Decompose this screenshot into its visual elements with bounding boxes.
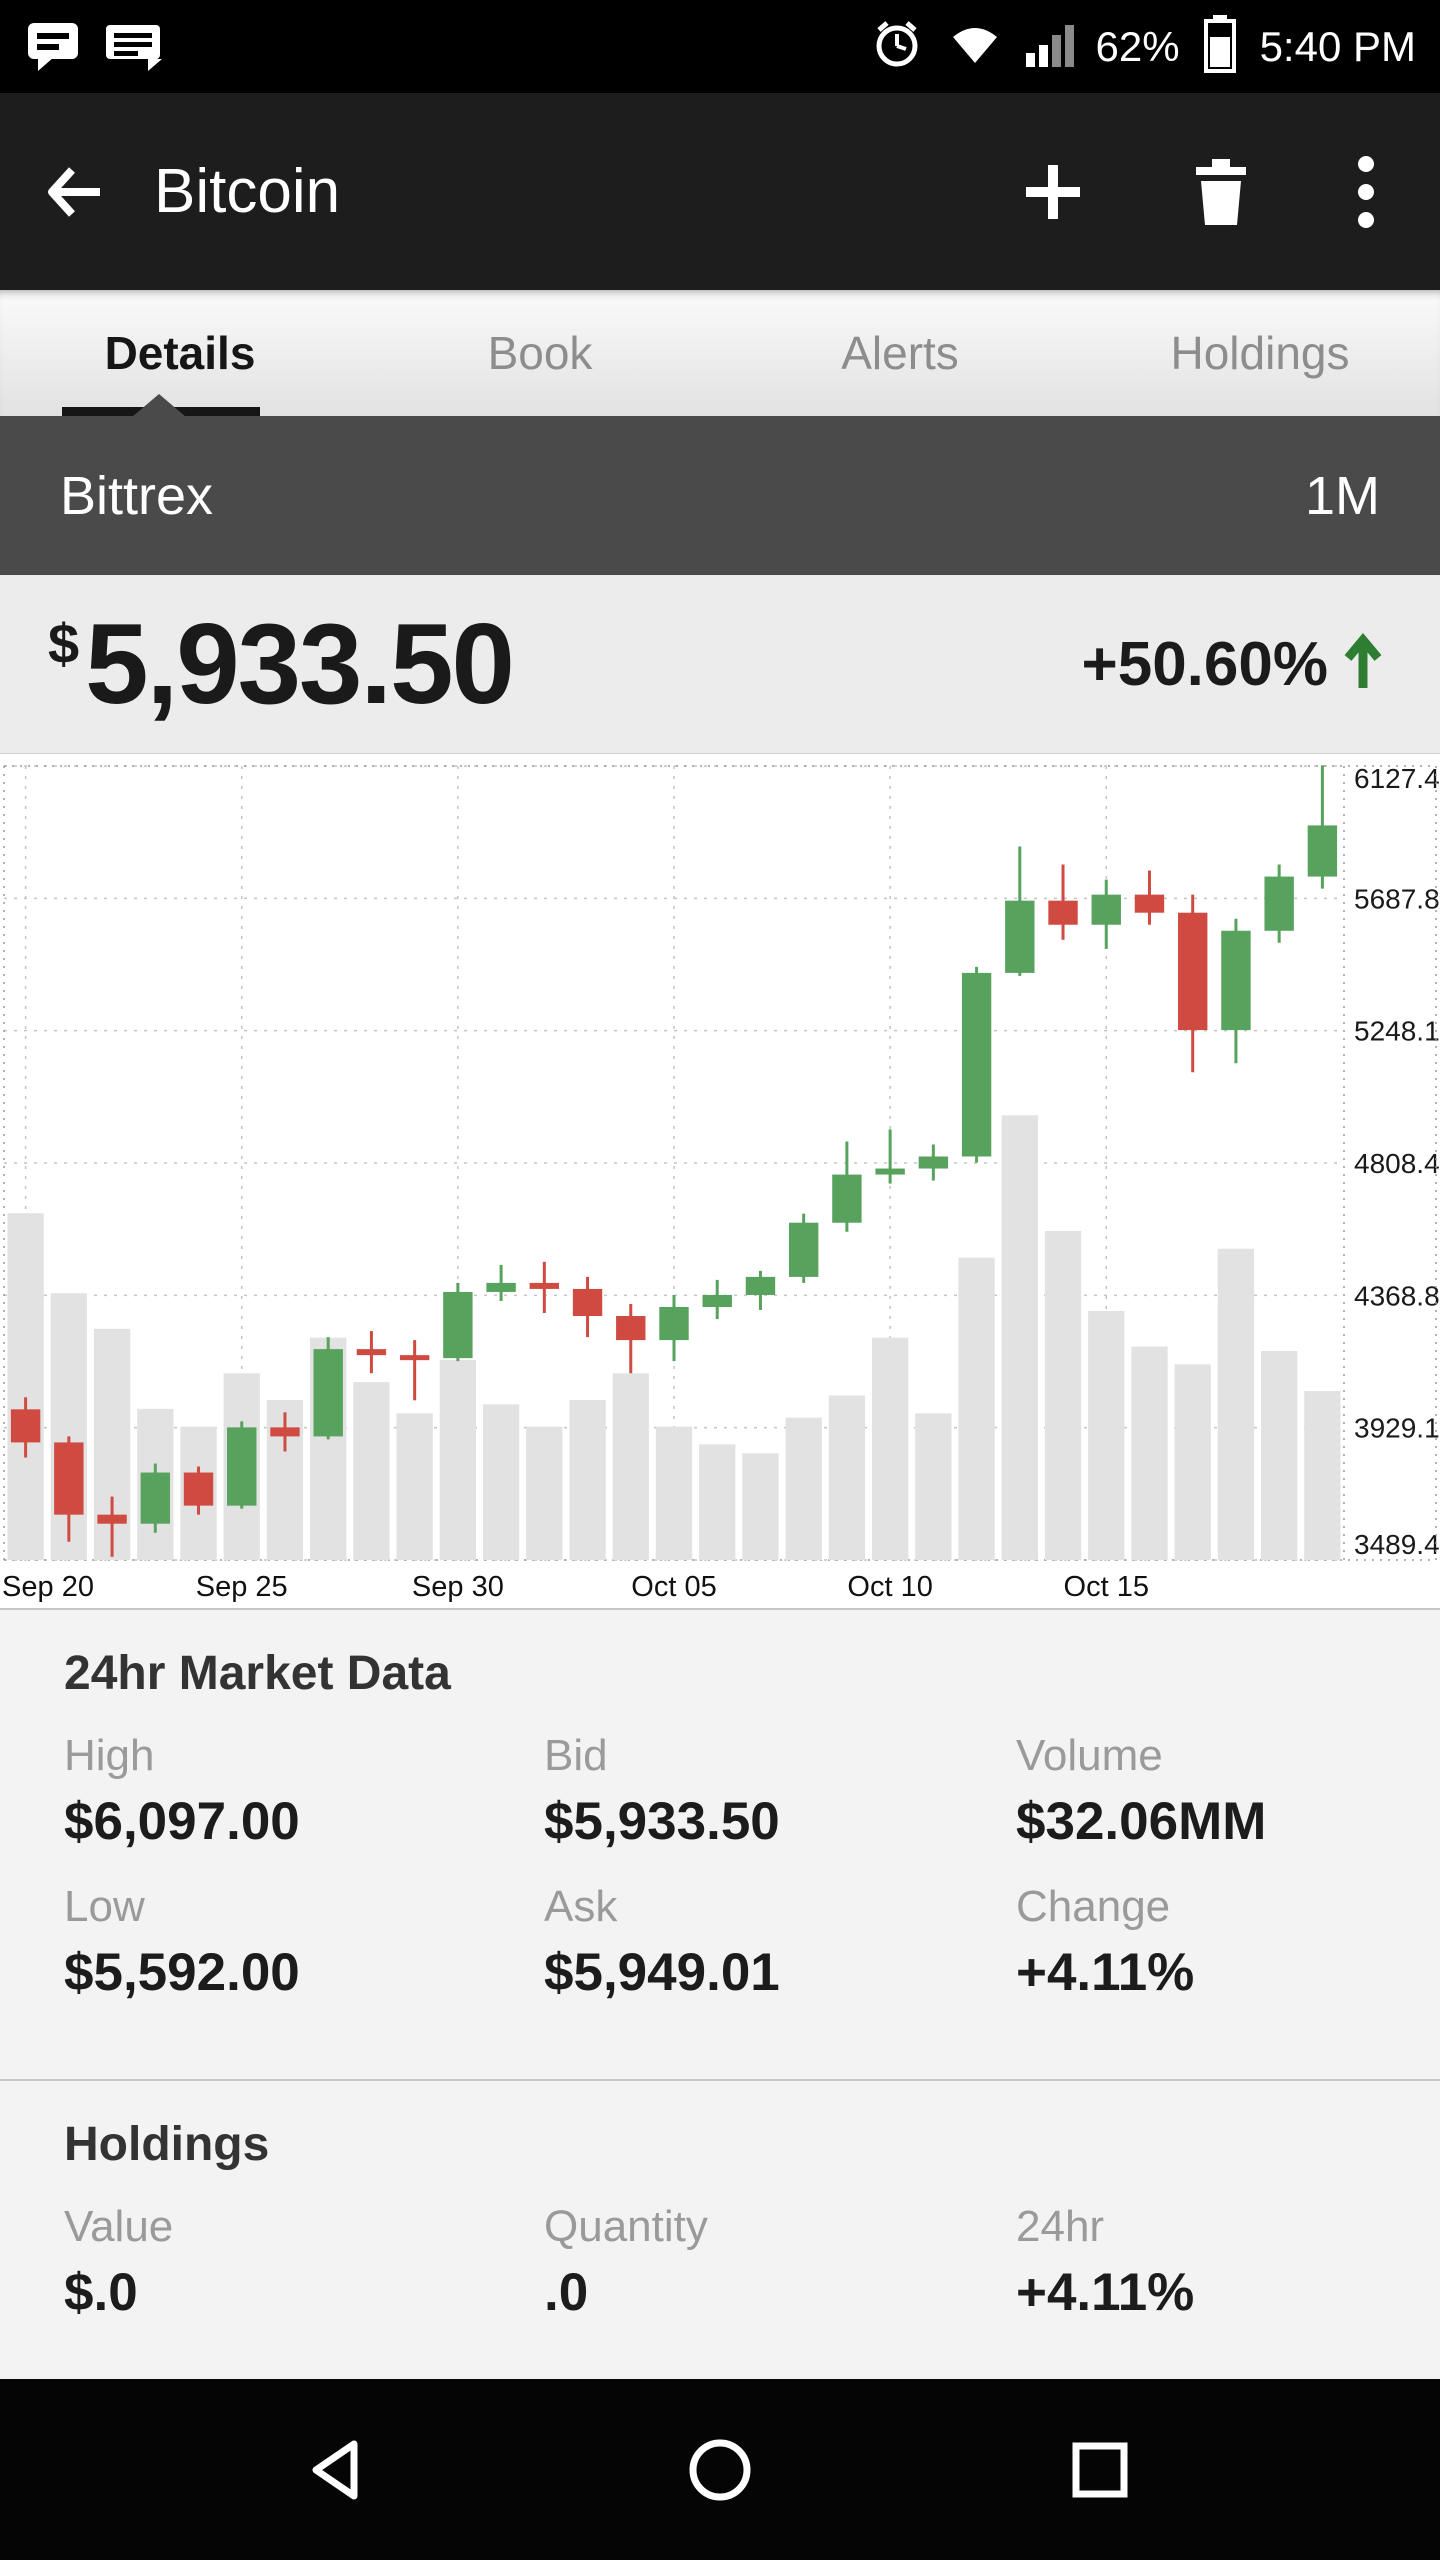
overflow-menu-icon[interactable] [1356,154,1376,230]
clock-text: 5:40 PM [1259,22,1416,70]
market-data-section: 24hr Market Data High $6,097.00 Bid $5,9… [0,1608,1440,2079]
svg-text:4808.4: 4808.4 [1354,1148,1440,1179]
market-low: Low $5,592.00 [64,1882,300,2002]
tab-notch [132,394,186,417]
change-percent: +50.60% [1081,629,1329,699]
svg-text:5248.1: 5248.1 [1354,1016,1440,1047]
market-volume: Volume $32.06MM [1016,1731,1267,1851]
add-alert-icon[interactable] [1020,159,1086,225]
market-data-title: 24hr Market Data [64,1647,451,1700]
svg-text:Sep 20: Sep 20 [2,1571,94,1603]
holdings-title: Holdings [64,2118,270,2171]
svg-text:3489.4: 3489.4 [1354,1529,1440,1560]
tab-book[interactable]: Book [487,327,593,379]
holdings-value: Value $.0 [64,2202,174,2322]
svg-text:Oct 15: Oct 15 [1064,1571,1149,1603]
app-header: Bitcoin [0,93,1440,290]
market-ask: Ask $5,949.01 [544,1882,780,2002]
nav-recents-icon[interactable] [1058,2428,1142,2512]
nav-bar [0,2379,1440,2560]
svg-text:Oct 05: Oct 05 [631,1571,716,1603]
market-high: High $6,097.00 [64,1731,300,1851]
arrow-up-icon [1342,632,1384,697]
messenger-icon [24,15,82,78]
channels-icon [104,15,166,78]
svg-text:5687.8: 5687.8 [1354,883,1440,914]
holdings-quantity: Quantity .0 [544,2202,708,2322]
svg-text:3929.1: 3929.1 [1354,1413,1440,1444]
nav-home-icon[interactable] [678,2428,762,2512]
svg-text:Sep 25: Sep 25 [196,1571,288,1603]
page-title: Bitcoin [154,157,341,226]
currency-symbol: $ [48,612,80,675]
battery-percent: 62% [1095,22,1180,70]
signal-icon [1024,17,1076,76]
price-row: $ 5,933.50 +50.60% [0,575,1440,754]
market-bid: Bid $5,933.50 [544,1731,780,1851]
current-price: 5,933.50 [85,600,515,728]
holdings-section: Holdings Value $.0 Quantity .0 24hr +4.1… [0,2079,1440,2379]
status-bar: 62% 5:40 PM [0,0,1440,93]
alarm-icon [868,15,926,78]
price-change: +50.60% [1082,629,1385,700]
exchange-selector[interactable]: Bittrex [60,465,214,526]
svg-text:6127.4: 6127.4 [1354,763,1440,794]
svg-text:4368.8: 4368.8 [1354,1280,1440,1311]
price-chart-svg: 6127.4 5687.8 5248.1 4808.4 4368.8 3929.1 3489… [2,763,1440,1603]
tab-bar: Details Book Alerts Holdings [0,290,1440,416]
battery-icon [1200,13,1240,80]
svg-text:Sep 30: Sep 30 [412,1571,504,1603]
exchange-bar: Bittrex 1M [0,394,1440,575]
back-icon[interactable] [40,157,110,227]
nav-back-icon[interactable] [298,2428,382,2512]
svg-text:Oct 10: Oct 10 [847,1571,932,1603]
wifi-icon [946,15,1004,78]
holdings-24hr: 24hr +4.11% [1016,2202,1195,2322]
tab-alerts[interactable]: Alerts [841,327,959,379]
price-chart[interactable]: 6127.4 5687.8 5248.1 4808.4 4368.8 3929.1 3489… [0,754,1440,1608]
timeframe-selector[interactable]: 1M [1304,465,1380,526]
delete-icon[interactable] [1190,157,1252,227]
tab-holdings[interactable]: Holdings [1170,327,1350,379]
market-change: Change +4.11% [1016,1882,1195,2002]
tab-details[interactable]: Details [104,327,256,379]
